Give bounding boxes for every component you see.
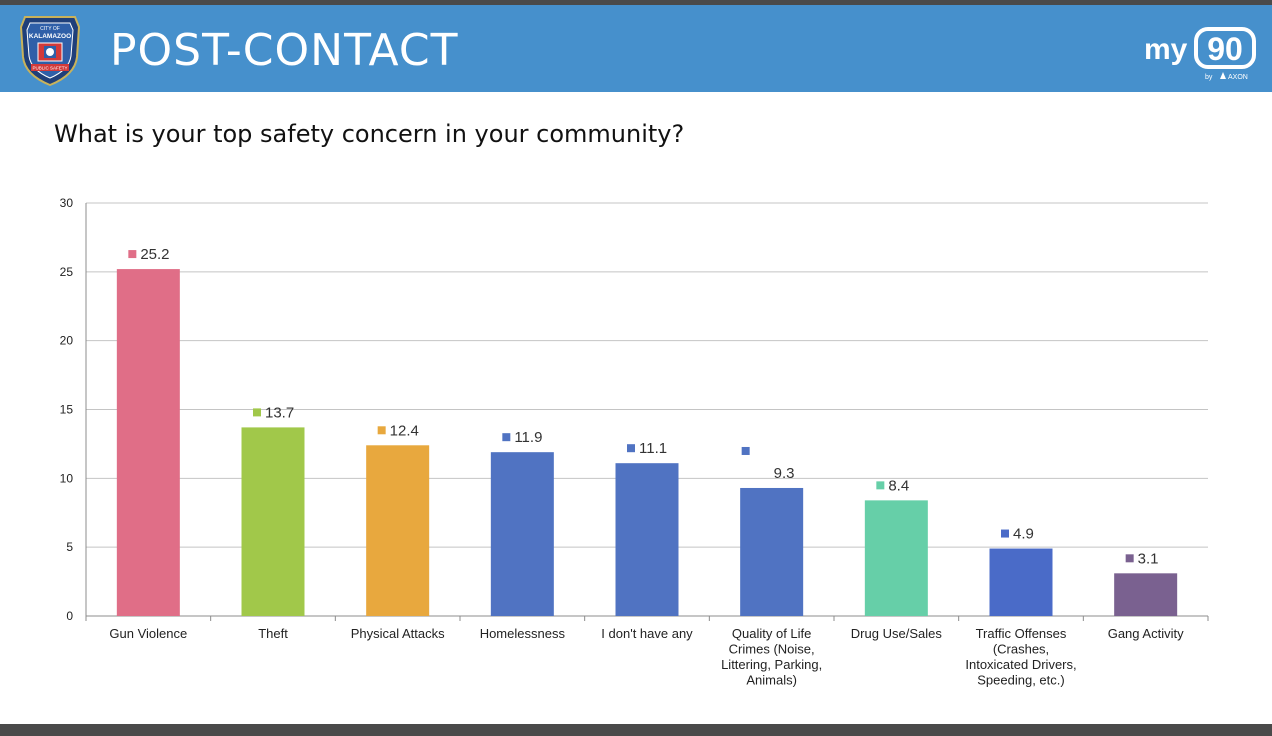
y-tick-label: 25 [60, 265, 74, 279]
bar-chart: 0 5 10 15 20 25 30 25.2 Gun Violence 13.7 Theft 12.… [60, 196, 1209, 688]
page-title: POST-CONTACT [110, 25, 459, 76]
y-tick-label: 15 [60, 403, 74, 417]
top-border [0, 0, 1272, 5]
bar [116, 269, 180, 616]
x-tick-label: Theft [258, 626, 288, 641]
data-label: 4.9 [1013, 526, 1034, 543]
data-label-marker [741, 446, 750, 455]
bar [615, 463, 679, 616]
x-tick-label: Physical Attacks [351, 626, 445, 641]
badge-ribbon-text: PUBLIC SAFETY [32, 66, 67, 71]
data-label: 9.3 [774, 465, 795, 482]
x-tick-label: Gun Violence [109, 626, 187, 641]
x-tick-label: Gang Activity [1108, 626, 1184, 641]
chart-title: What is your top safety concern in your … [54, 120, 685, 148]
y-tick-label: 5 [66, 540, 73, 554]
badge-top-text: CITY OF [40, 26, 60, 32]
y-tick-label: 30 [60, 196, 74, 210]
data-label: 25.2 [140, 246, 169, 263]
x-tick-label: Speeding, etc.) [977, 673, 1064, 688]
data-label-marker [128, 250, 137, 259]
data-label-marker [377, 426, 386, 435]
x-tick-label: I don't have any [601, 626, 693, 641]
x-tick-label: (Crashes, [993, 642, 1049, 657]
data-label-marker [876, 481, 885, 490]
logo-90-text: 90 [1207, 31, 1243, 67]
police-badge-icon: CITY OF KALAMAZOO PUBLIC SAFETY [19, 16, 81, 87]
data-label-marker [502, 433, 511, 442]
my90-logo: my 90 by AXON [1144, 27, 1256, 81]
x-tick-label: Animals) [746, 673, 797, 688]
x-tick-label: Traffic Offenses [976, 626, 1067, 641]
bar [366, 445, 430, 616]
y-tick-label: 0 [66, 609, 73, 623]
bar [989, 548, 1053, 616]
x-tick-label: Drug Use/Sales [851, 626, 943, 641]
y-tick-label: 10 [60, 471, 74, 485]
bar [241, 427, 305, 616]
logo-brand-text: AXON [1228, 74, 1248, 81]
data-label: 3.1 [1138, 550, 1159, 567]
axon-icon [1220, 72, 1226, 79]
data-label: 8.4 [888, 477, 909, 494]
header-bar: CITY OF KALAMAZOO PUBLIC SAFETY POST-CON… [0, 5, 1272, 92]
data-label-marker [627, 444, 635, 453]
data-label: 11.1 [639, 440, 667, 457]
bar [490, 452, 554, 616]
bar [864, 500, 928, 616]
logo-by-text: by [1205, 74, 1213, 81]
x-tick-label: Intoxicated Drivers, [965, 657, 1076, 672]
bottom-border [0, 724, 1272, 736]
bar [740, 487, 804, 616]
y-tick-label: 20 [60, 334, 74, 348]
logo-my-text: my [1144, 33, 1188, 66]
data-label: 13.7 [265, 404, 294, 421]
x-tick-label: Homelessness [480, 626, 566, 641]
bar [1114, 573, 1178, 616]
data-label-marker [1001, 529, 1009, 538]
badge-city-text: KALAMAZOO [29, 33, 71, 40]
data-label: 11.9 [514, 429, 542, 446]
x-tick-label: Littering, Parking, [721, 657, 822, 672]
data-label-marker [1125, 554, 1134, 563]
x-tick-label: Crimes (Noise, [729, 642, 815, 657]
data-label: 12.4 [390, 422, 419, 439]
data-label-marker [253, 408, 261, 417]
x-tick-label: Quality of Life [732, 626, 812, 641]
